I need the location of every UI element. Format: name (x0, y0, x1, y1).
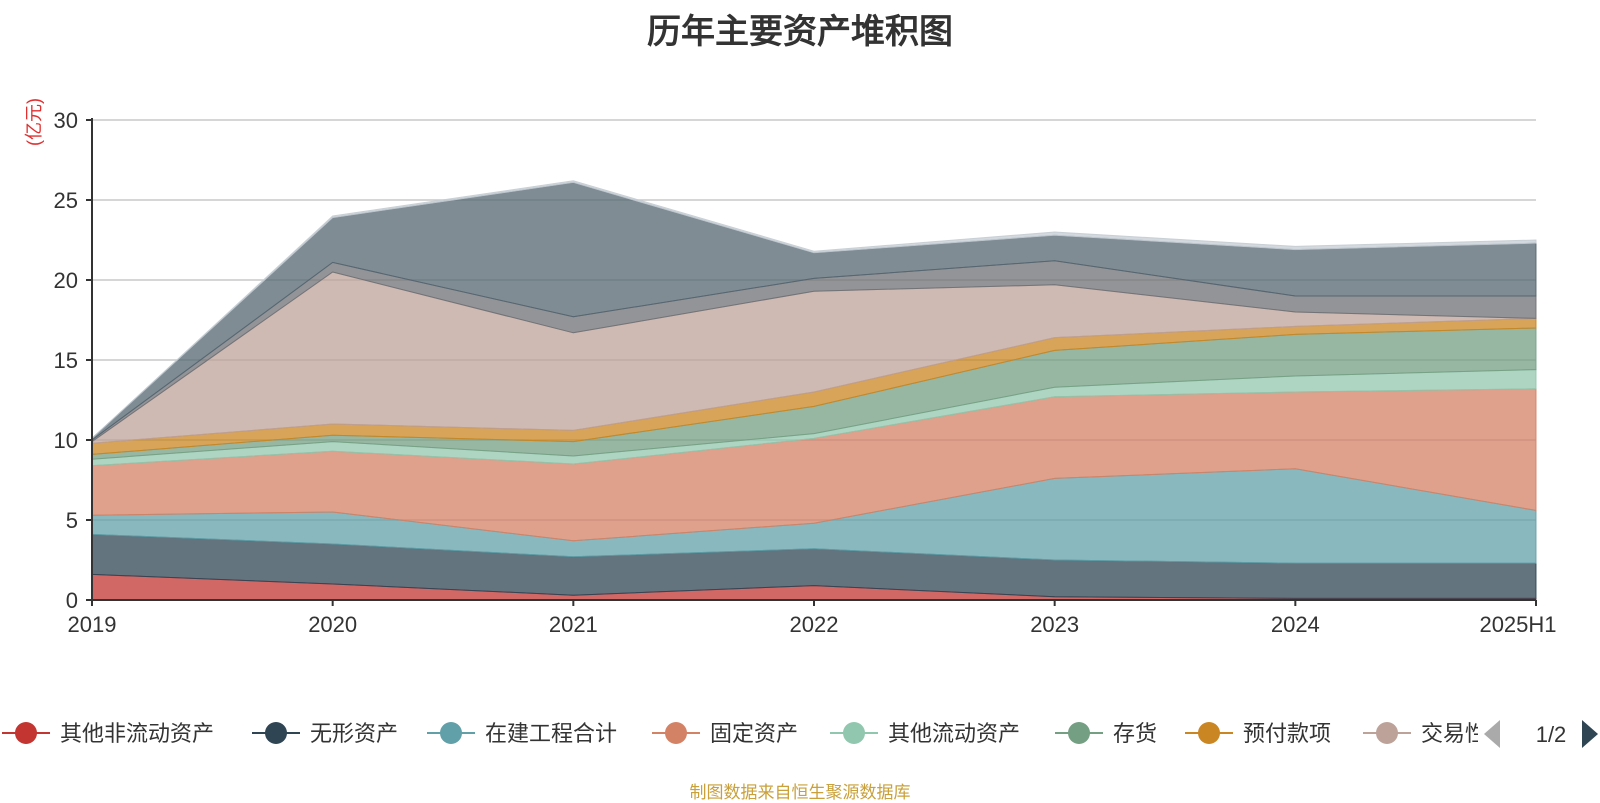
source-note: 制图数据来自恒生聚源数据库 (689, 783, 911, 802)
y-tick-label: 30 (54, 108, 78, 133)
legend-marker (665, 722, 687, 744)
x-tick-label: 2024 (1271, 612, 1320, 637)
legend-item[interactable]: 其他非流动资产 (2, 721, 214, 746)
legend-label: 其他非流动资产 (60, 721, 214, 746)
area-series-10[interactable] (91, 180, 1537, 439)
legend-label: 存货 (1113, 721, 1157, 746)
legend-label: 其他流动资产 (888, 721, 1020, 746)
x-tick-label: 2022 (790, 612, 839, 637)
x-tick-label: 2023 (1030, 612, 1079, 637)
legend-marker (440, 722, 462, 744)
axis-layer: 0 5 10 15 20 25 30 2019 2020 2021 2022 2023 2024 2025… (54, 108, 1557, 637)
y-tick-label: 0 (66, 588, 78, 613)
legend-item[interactable]: 存货 (1055, 721, 1157, 746)
legend-marker (15, 722, 37, 744)
legend-label: 无形资产 (310, 721, 398, 746)
x-tick-label: 2020 (308, 612, 357, 637)
y-tick-label: 5 (66, 508, 78, 533)
legend-label: 在建工程合计 (485, 721, 617, 746)
legend-item[interactable]: 固定资产 (652, 721, 798, 746)
legend-next-icon[interactable] (1582, 720, 1598, 748)
area-layer (91, 180, 1537, 601)
legend-layer: 其他非流动资产 无形资产 在建工程合计 固定资产 其他流动资产 存货 预付款项 交易性 1/2 (2, 710, 1600, 756)
legend-marker (265, 722, 287, 744)
legend-page-indicator: 1/2 (1536, 722, 1567, 747)
y-tick-label: 15 (54, 348, 78, 373)
legend-item[interactable]: 在建工程合计 (427, 721, 617, 746)
legend-marker (1068, 722, 1090, 744)
x-tick-label: 2021 (549, 612, 598, 637)
x-tick-label: 2019 (68, 612, 117, 637)
legend-label: 交易性 (1421, 721, 1487, 746)
legend-item[interactable]: 其他流动资产 (830, 721, 1020, 746)
y-tick-label: 20 (54, 268, 78, 293)
x-tick-label: 2025H1 (1479, 612, 1556, 637)
legend-marker (843, 722, 865, 744)
y-tick-label: 25 (54, 188, 78, 213)
legend-marker (1376, 722, 1398, 744)
legend-prev-icon[interactable] (1484, 720, 1500, 748)
legend-marker (1198, 722, 1220, 744)
legend-item[interactable]: 预付款项 (1185, 721, 1331, 746)
y-tick-label: 10 (54, 428, 78, 453)
legend-label: 固定资产 (710, 721, 798, 746)
legend-item[interactable]: 无形资产 (252, 721, 398, 746)
chart-title: 历年主要资产堆积图 (647, 13, 953, 51)
legend-item[interactable]: 交易性 (1363, 721, 1487, 746)
legend-label: 预付款项 (1243, 721, 1331, 746)
